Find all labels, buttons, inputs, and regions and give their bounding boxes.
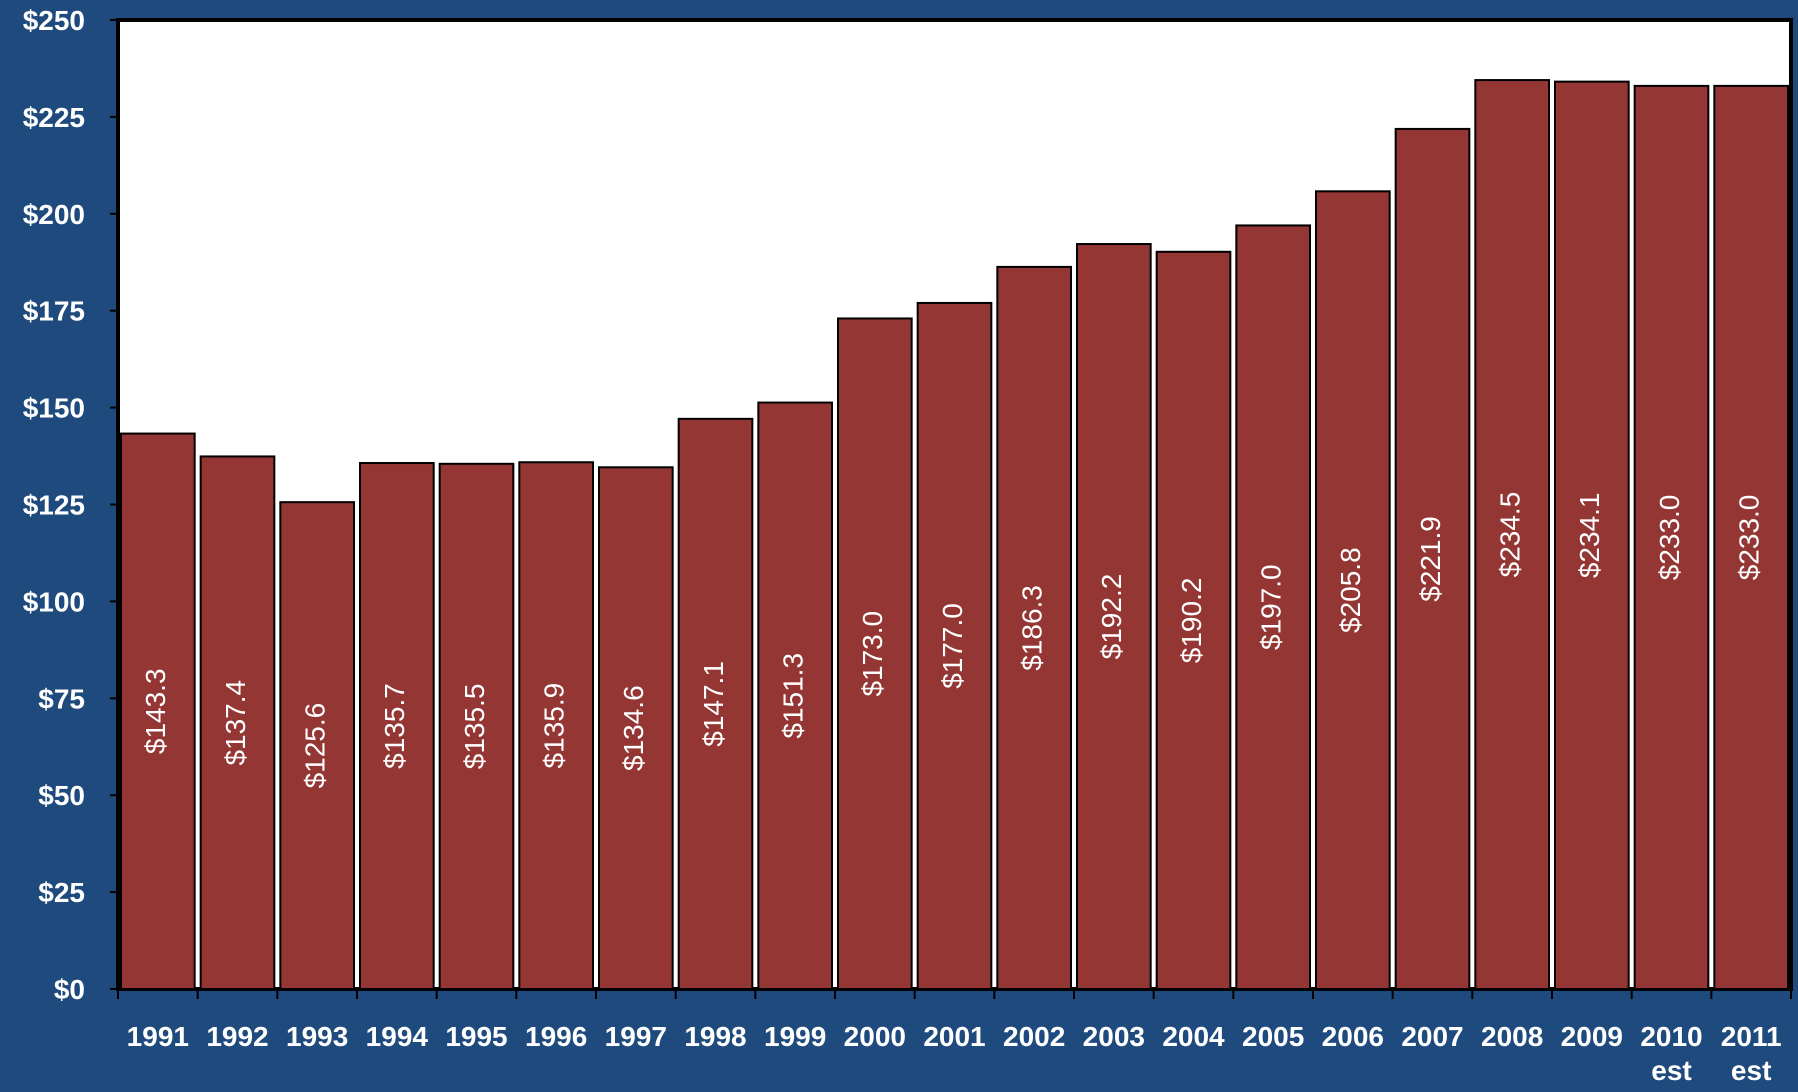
bar-value-label: $190.2 bbox=[1176, 578, 1207, 664]
bar-value-label: $233.0 bbox=[1654, 495, 1685, 581]
bar-2005 bbox=[1235, 224, 1312, 991]
bar-value-label: $143.3 bbox=[140, 668, 171, 754]
bar-2004 bbox=[1155, 250, 1232, 991]
bar-2007 bbox=[1394, 127, 1471, 991]
bars-group: $143.3 $137.4 $125.6 $135.7 $135.5 $135.9 $134… bbox=[120, 79, 1790, 991]
x-tick-label: 1999 bbox=[764, 1021, 826, 1052]
bar-value-label: $135.7 bbox=[379, 683, 410, 769]
x-tick-label: 1994 bbox=[366, 1021, 429, 1052]
bar-1993 bbox=[279, 501, 356, 990]
x-tick-label: 1993 bbox=[286, 1021, 348, 1052]
bar-value-label: $205.8 bbox=[1335, 547, 1366, 633]
y-tick-label: $250 bbox=[23, 5, 85, 36]
bar-1992 bbox=[199, 455, 276, 990]
x-tick-label: 2008 bbox=[1481, 1021, 1543, 1052]
bar-2009 bbox=[1554, 80, 1630, 990]
bar-value-label: $151.3 bbox=[778, 653, 809, 739]
bar-1995 bbox=[438, 462, 515, 990]
bar-value-label: $135.5 bbox=[459, 684, 490, 770]
bar-2000 bbox=[837, 317, 913, 990]
bar-value-label: $234.1 bbox=[1574, 492, 1605, 578]
x-tick-label: 2002 bbox=[1003, 1021, 1065, 1052]
y-tick-label: $200 bbox=[23, 199, 85, 230]
x-tick-label: 1996 bbox=[525, 1021, 587, 1052]
bar-value-label: $125.6 bbox=[300, 703, 331, 789]
x-tick-label: 2004 bbox=[1162, 1021, 1225, 1052]
bar-2010-est bbox=[1633, 84, 1710, 990]
y-tick-label: $175 bbox=[23, 296, 85, 327]
x-tick-label: 2009 bbox=[1561, 1021, 1623, 1052]
bar-1998 bbox=[677, 417, 754, 990]
y-tick-label: $75 bbox=[38, 683, 85, 714]
x-tick-label: 2007 bbox=[1401, 1021, 1463, 1052]
bar-value-label: $147.1 bbox=[698, 661, 729, 747]
y-tick-label: $225 bbox=[23, 102, 85, 133]
bar-value-label: $137.4 bbox=[220, 680, 251, 766]
bar-value-label: $177.0 bbox=[937, 603, 968, 689]
x-tick-label: 1997 bbox=[605, 1021, 667, 1052]
bar-1999 bbox=[757, 401, 833, 990]
bar-1991 bbox=[120, 432, 196, 990]
x-tick-label: 2006 bbox=[1322, 1021, 1384, 1052]
bar-value-label: $197.0 bbox=[1256, 564, 1287, 650]
bar-value-label: $186.3 bbox=[1017, 585, 1048, 671]
bar-1994 bbox=[359, 462, 435, 990]
x-tick-label: 2010 est bbox=[1640, 1021, 1702, 1086]
x-tick-label: 2011 est bbox=[1721, 1021, 1782, 1086]
y-tick-label: $25 bbox=[38, 877, 85, 908]
x-tick-label: 1991 bbox=[127, 1021, 189, 1052]
y-axis: $0 $25 $50 $75 $100 $125 $150 $175 $200 $225 $250 bbox=[23, 5, 118, 1005]
x-tick-label: 2005 bbox=[1242, 1021, 1304, 1052]
bar-value-label: $135.9 bbox=[539, 683, 570, 769]
x-axis: 1991 1992 1993 1994 1995 1996 1997 1998 1999 2000… bbox=[117, 989, 1792, 1086]
x-tick-label: 1998 bbox=[684, 1021, 746, 1052]
bar-value-label: $134.6 bbox=[618, 685, 649, 771]
bar-2001 bbox=[916, 301, 993, 990]
x-tick-label: 2001 bbox=[923, 1021, 985, 1052]
y-tick-label: $50 bbox=[38, 780, 85, 811]
y-tick-label: $150 bbox=[23, 393, 85, 424]
bar-value-label: $234.5 bbox=[1495, 492, 1526, 578]
y-tick-label: $125 bbox=[23, 490, 85, 521]
bar-2002 bbox=[996, 265, 1072, 991]
bar-2008 bbox=[1474, 79, 1551, 990]
bar-1997 bbox=[598, 466, 674, 990]
bar-value-label: $192.2 bbox=[1096, 574, 1127, 660]
bar-value-label: $233.0 bbox=[1734, 495, 1765, 581]
bar-2006 bbox=[1315, 190, 1391, 990]
bar-2011-est bbox=[1713, 84, 1790, 990]
bar-2003 bbox=[1076, 243, 1152, 991]
x-tick-label: 2000 bbox=[844, 1021, 906, 1052]
y-tick-label: $100 bbox=[23, 586, 85, 617]
x-tick-label: 1992 bbox=[206, 1021, 268, 1052]
y-tick-label: $0 bbox=[54, 974, 85, 1005]
x-tick-label: 2003 bbox=[1083, 1021, 1145, 1052]
bar-1996 bbox=[518, 461, 594, 990]
bar-value-label: $221.9 bbox=[1415, 516, 1446, 602]
x-tick-label: 1995 bbox=[445, 1021, 507, 1052]
bar-value-label: $173.0 bbox=[857, 611, 888, 697]
